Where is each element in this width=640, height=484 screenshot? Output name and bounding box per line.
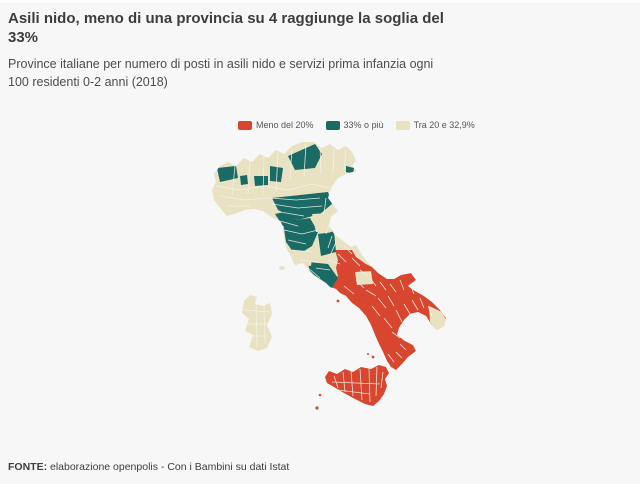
legend-item-red: Meno del 20% <box>238 120 314 130</box>
region-benevento-beige <box>355 271 373 285</box>
italy-choropleth-map <box>180 138 470 428</box>
page-subtitle: Province italiane per numero di posti in… <box>8 57 434 89</box>
region-biella-teal <box>240 175 248 185</box>
source-label: FONTE: <box>8 461 48 473</box>
island-egadi-red <box>318 393 322 397</box>
region-sardinia-beige <box>242 295 272 351</box>
map-legend: Meno del 20% 33% o più Tra 20 e 32,9% <box>238 120 475 130</box>
region-sicily-red <box>325 365 389 406</box>
region-rome-teal <box>308 262 338 288</box>
page-title: Asili nido, meno di una provincia su 4 r… <box>8 10 444 47</box>
island-eolie-red <box>371 355 375 359</box>
regions-beige-patches-group <box>292 213 446 331</box>
source-note: FONTE: elaborazione openpolis - Con i Ba… <box>8 461 608 473</box>
province-borders-sicily <box>331 366 384 403</box>
region-arezzo-beige <box>312 213 332 232</box>
top-divider <box>0 0 640 3</box>
sardinia-group <box>242 295 272 351</box>
island-elba-beige <box>279 266 285 270</box>
region-mainland-base-beige <box>212 142 446 370</box>
source-text: elaborazione openpolis - Con i Bambini s… <box>47 461 290 473</box>
legend-swatch-beige-icon <box>395 120 410 130</box>
legend-item-beige: Tra 20 e 32,9% <box>395 120 475 130</box>
legend-label-beige: Tra 20 e 32,9% <box>413 120 475 130</box>
region-trieste-teal <box>346 166 354 174</box>
region-aosta-teal <box>217 166 238 182</box>
island-ischia-red <box>336 299 340 303</box>
region-south-red <box>330 250 446 370</box>
mainland-group <box>212 142 446 370</box>
legend-swatch-red-icon <box>238 120 252 130</box>
island-eolie2-red <box>367 353 369 355</box>
legend-label-red: Meno del 20% <box>256 120 314 130</box>
small-islands-group <box>279 266 375 410</box>
region-milan-teal <box>254 176 268 186</box>
legend-label-teal: 33% o più <box>343 120 384 130</box>
region-tuscany-teal <box>283 218 318 256</box>
province-borders-sardinia <box>243 297 271 349</box>
legend-swatch-teal-icon <box>325 120 340 130</box>
region-viterbo-beige <box>292 250 313 266</box>
island-pantelleria-red <box>315 406 319 410</box>
region-umbria-teal <box>318 232 336 256</box>
italy-map-svg <box>212 142 446 410</box>
sicily-group <box>325 365 389 406</box>
province-borders-mainland <box>215 143 433 363</box>
legend-item-teal: 33% o più <box>325 120 384 130</box>
